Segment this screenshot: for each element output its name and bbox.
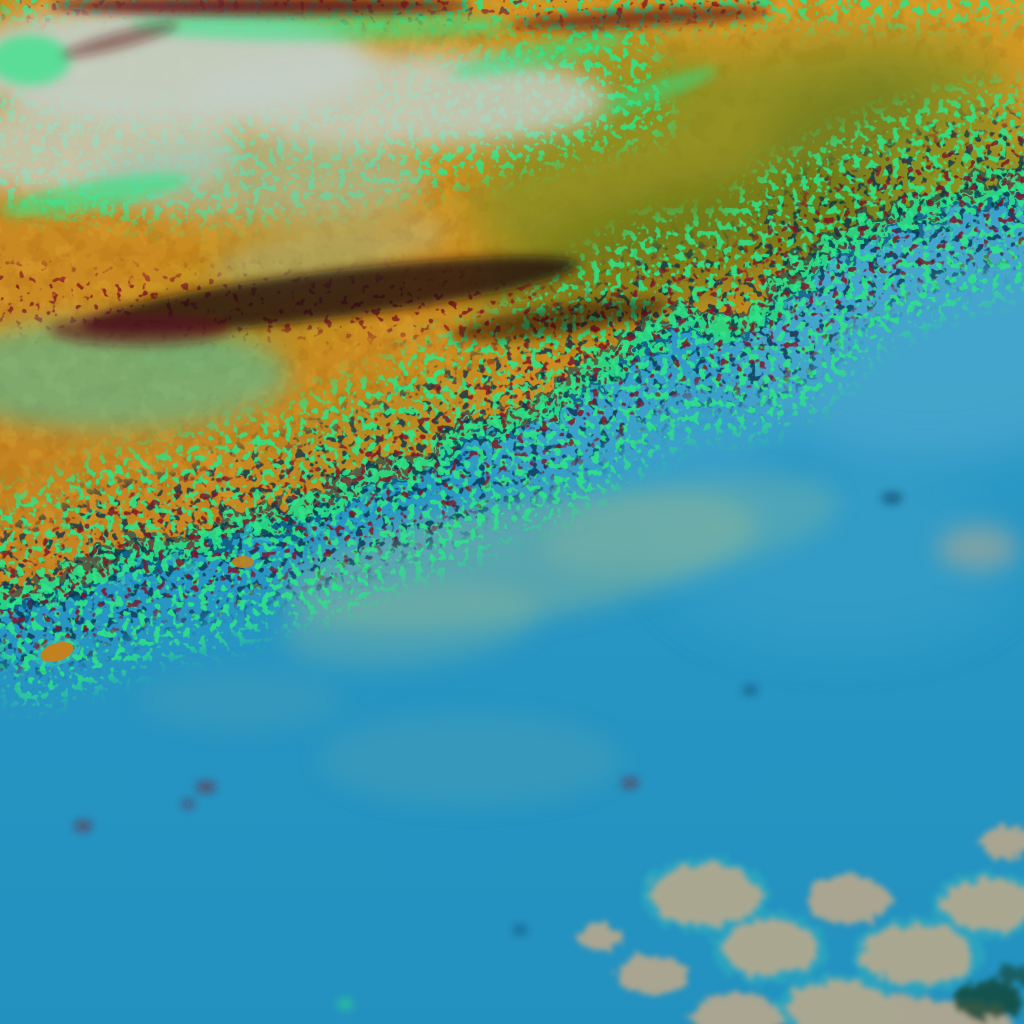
islet-small (232, 556, 254, 568)
cloud-deck-northwest: Pale gray-green cloud deck with dark cri… (0, 0, 770, 430)
cloud-dark-streaks (50, 0, 770, 346)
dark-corner-blob-small (998, 965, 1024, 985)
cloud-green-streaks (0, 9, 717, 217)
maroon-flecks (75, 494, 902, 1008)
cumulus-field-southeast: Scattered tan cumulus puffs over the oce… (576, 826, 1024, 1024)
islet (40, 641, 74, 663)
cumulus-tan-puffs (576, 826, 1024, 1024)
islets-and-flecks: Small orange islets and dark maroon flec… (33, 494, 902, 1008)
dark-corner-blob (954, 980, 1022, 1020)
